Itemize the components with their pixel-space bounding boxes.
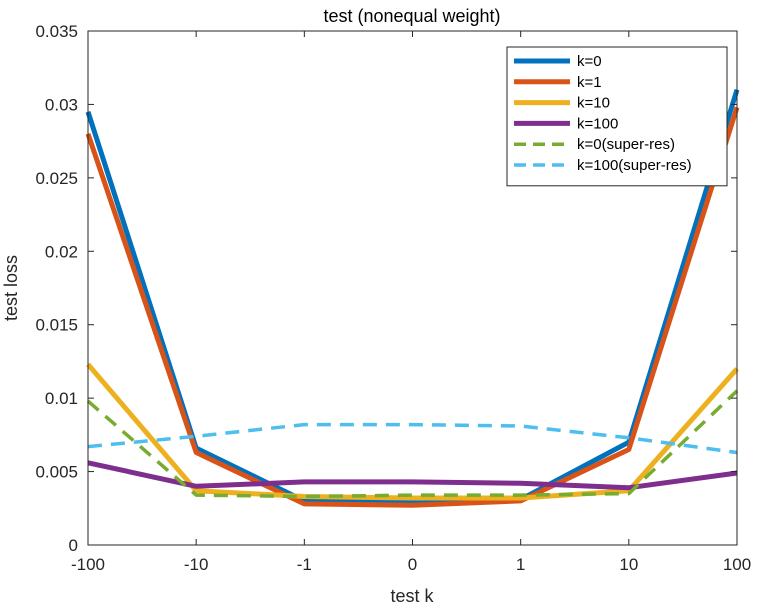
- x-tick-label: -1: [297, 555, 312, 574]
- series-line-3: [87, 460, 738, 491]
- x-tick-label: 1: [516, 555, 525, 574]
- series-line-1: [85, 106, 740, 508]
- legend-box: [506, 46, 728, 187]
- series-layer: [85, 88, 740, 508]
- x-tick-label: 10: [619, 555, 638, 574]
- x-axis-label: test k: [390, 586, 434, 606]
- legend: k=0 k=1 k=10 k=100 k=0(super-res) k=100(super…: [506, 46, 728, 187]
- y-tick-label: 0.025: [35, 169, 78, 188]
- series-line-4: [86, 389, 739, 499]
- legend-label: k=100: [577, 115, 618, 132]
- x-axis-ticks: -100 -10 -1 0 1 10 100: [71, 31, 751, 574]
- y-tick-label: 0.035: [35, 22, 78, 41]
- chart-title: test (nonequal weight): [323, 6, 500, 26]
- legend-label: k=100(super-res): [577, 157, 692, 174]
- legend-label: k=0(super-res): [577, 136, 675, 153]
- y-tick-label: 0: [69, 536, 78, 555]
- legend-label: k=1: [577, 74, 602, 91]
- x-tick-label: 100: [723, 555, 751, 574]
- x-tick-label: -10: [184, 555, 209, 574]
- x-tick-label: 0: [408, 555, 417, 574]
- series-line-2: [86, 362, 739, 501]
- y-tick-label: 0.005: [35, 463, 78, 482]
- legend-label: k=10: [577, 95, 610, 112]
- series-line-5: [87, 422, 738, 455]
- y-axis-label: test loss: [1, 255, 21, 321]
- y-tick-label: 0.015: [35, 316, 78, 335]
- y-tick-label: 0.03: [45, 95, 78, 114]
- legend-label: k=0: [577, 53, 602, 70]
- x-tick-label: -100: [71, 555, 105, 574]
- y-axis-ticks: 0 0.005 0.01 0.015 0.02 0.025 0.03 0.035: [35, 22, 737, 555]
- y-tick-label: 0.01: [45, 389, 78, 408]
- y-tick-label: 0.02: [45, 242, 78, 261]
